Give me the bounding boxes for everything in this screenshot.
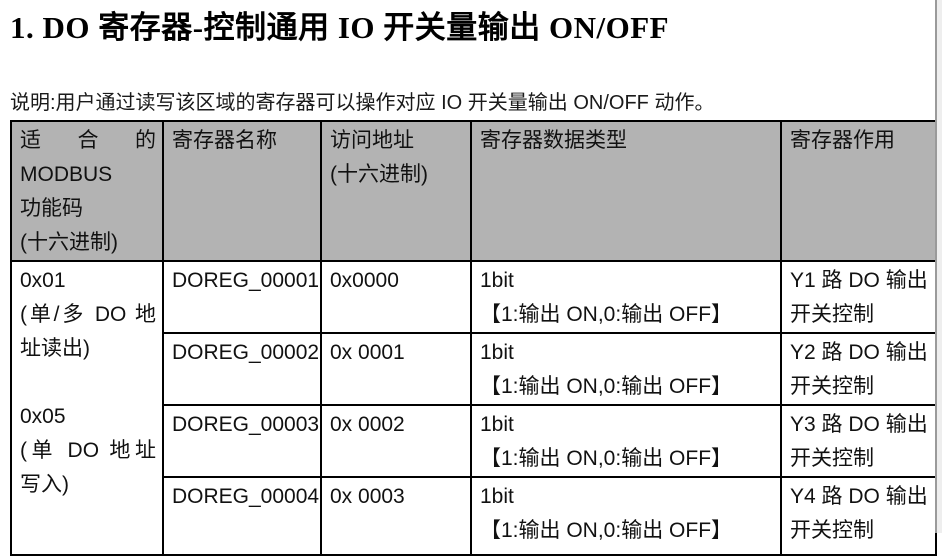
header-line: (十六进制) xyxy=(330,163,428,186)
modbus-code-cell: 0x01 (单/多 DO 地 址读出) 0x05 (单 DO 地址 写入) xyxy=(10,260,164,556)
header-modbus-code: 适 合 的 MODBUS 功能码 (十六进制) xyxy=(10,120,164,262)
header-data-type: 寄存器数据类型 xyxy=(470,120,782,262)
access-address-cell: 0x 0002 xyxy=(320,404,472,478)
page-title: 1. DO 寄存器-控制通用 IO 开关量输出 ON/OFF xyxy=(10,10,670,45)
register-function-line: Y3 路 DO 输出 xyxy=(790,413,928,436)
description-text: 说明:用户通过读写该区域的寄存器可以操作对应 IO 开关量输出 ON/OFF 动… xyxy=(10,92,715,114)
data-type-line: 1bit xyxy=(480,413,514,436)
data-type-line: 1bit xyxy=(480,341,514,364)
register-function-cell: Y2 路 DO 输出 开关控制 xyxy=(780,332,937,406)
data-type-line: 1bit xyxy=(480,269,514,292)
register-name-cell: DOREG_00001 xyxy=(162,260,322,334)
header-line: (十六进制) xyxy=(20,231,118,254)
register-function-line: Y2 路 DO 输出 xyxy=(790,341,928,364)
document-page: 1. DO 寄存器-控制通用 IO 开关量输出 ON/OFF 说明:用户通过读写… xyxy=(10,0,942,556)
data-type-line: 【1:输出 ON,0:输出 OFF】 xyxy=(480,303,733,326)
data-type-cell: 1bit 【1:输出 ON,0:输出 OFF】 xyxy=(470,260,782,334)
register-function-line: 开关控制 xyxy=(790,447,874,470)
data-type-line: 1bit xyxy=(480,485,514,508)
register-name-cell: DOREG_00002 xyxy=(162,332,322,406)
modbus-code-line: (单/多 DO 地 xyxy=(20,303,156,326)
register-function-cell: Y4 路 DO 输出 开关控制 xyxy=(780,476,937,556)
modbus-code-line: 址读出) xyxy=(20,337,90,360)
register-function-line: 开关控制 xyxy=(790,303,874,326)
register-function-line: Y4 路 DO 输出 xyxy=(790,485,928,508)
header-access-address: 访问地址 (十六进制) xyxy=(320,120,472,262)
register-function-line: 开关控制 xyxy=(790,519,874,542)
register-table: 适 合 的 MODBUS 功能码 (十六进制) 寄存器名称 访问地址 (十六进制… xyxy=(10,120,937,556)
data-type-line: 【1:输出 ON,0:输出 OFF】 xyxy=(480,447,733,470)
register-function-cell: Y1 路 DO 输出 开关控制 xyxy=(780,260,937,334)
header-register-name: 寄存器名称 xyxy=(162,120,322,262)
modbus-code-line: 写入) xyxy=(20,473,69,496)
register-name-cell: DOREG_00003 xyxy=(162,404,322,478)
register-function-line: Y1 路 DO 输出 xyxy=(790,269,928,292)
data-type-cell: 1bit 【1:输出 ON,0:输出 OFF】 xyxy=(470,476,782,556)
data-type-cell: 1bit 【1:输出 ON,0:输出 OFF】 xyxy=(470,404,782,478)
access-address-cell: 0x 0003 xyxy=(320,476,472,556)
table-row: DOREG_00002 0x 0001 1bit 【1:输出 ON,0:输出 O… xyxy=(11,332,937,406)
header-line: 功能码 xyxy=(20,197,83,220)
register-function-line: 开关控制 xyxy=(790,375,874,398)
modbus-code-line: (单 DO 地址 xyxy=(20,439,156,462)
data-type-line: 【1:输出 ON,0:输出 OFF】 xyxy=(480,375,733,398)
data-type-line: 【1:输出 ON,0:输出 OFF】 xyxy=(480,519,733,542)
access-address-cell: 0x0000 xyxy=(320,260,472,334)
table-row: 0x01 (单/多 DO 地 址读出) 0x05 (单 DO 地址 写入) DO… xyxy=(10,260,937,556)
data-type-cell: 1bit 【1:输出 ON,0:输出 OFF】 xyxy=(470,332,782,406)
page-right-edge xyxy=(935,0,942,533)
register-name-cell: DOREG_00004 xyxy=(162,476,322,556)
header-line: 访问地址 xyxy=(330,129,414,152)
table-row: DOREG_00003 0x 0002 1bit 【1:输出 ON,0:输出 O… xyxy=(11,404,937,478)
register-function-cell: Y3 路 DO 输出 开关控制 xyxy=(780,404,937,478)
access-address-cell: 0x 0001 xyxy=(320,332,472,406)
modbus-code-line: 0x01 xyxy=(20,269,66,292)
header-line: MODBUS xyxy=(20,163,113,186)
modbus-code-line xyxy=(20,366,156,400)
table-header-row: 适 合 的 MODBUS 功能码 (十六进制) 寄存器名称 访问地址 (十六进制… xyxy=(10,120,937,262)
header-register-function: 寄存器作用 xyxy=(780,120,937,262)
modbus-code-line: 0x05 xyxy=(20,405,66,428)
header-line: 适 合 的 xyxy=(20,129,156,152)
